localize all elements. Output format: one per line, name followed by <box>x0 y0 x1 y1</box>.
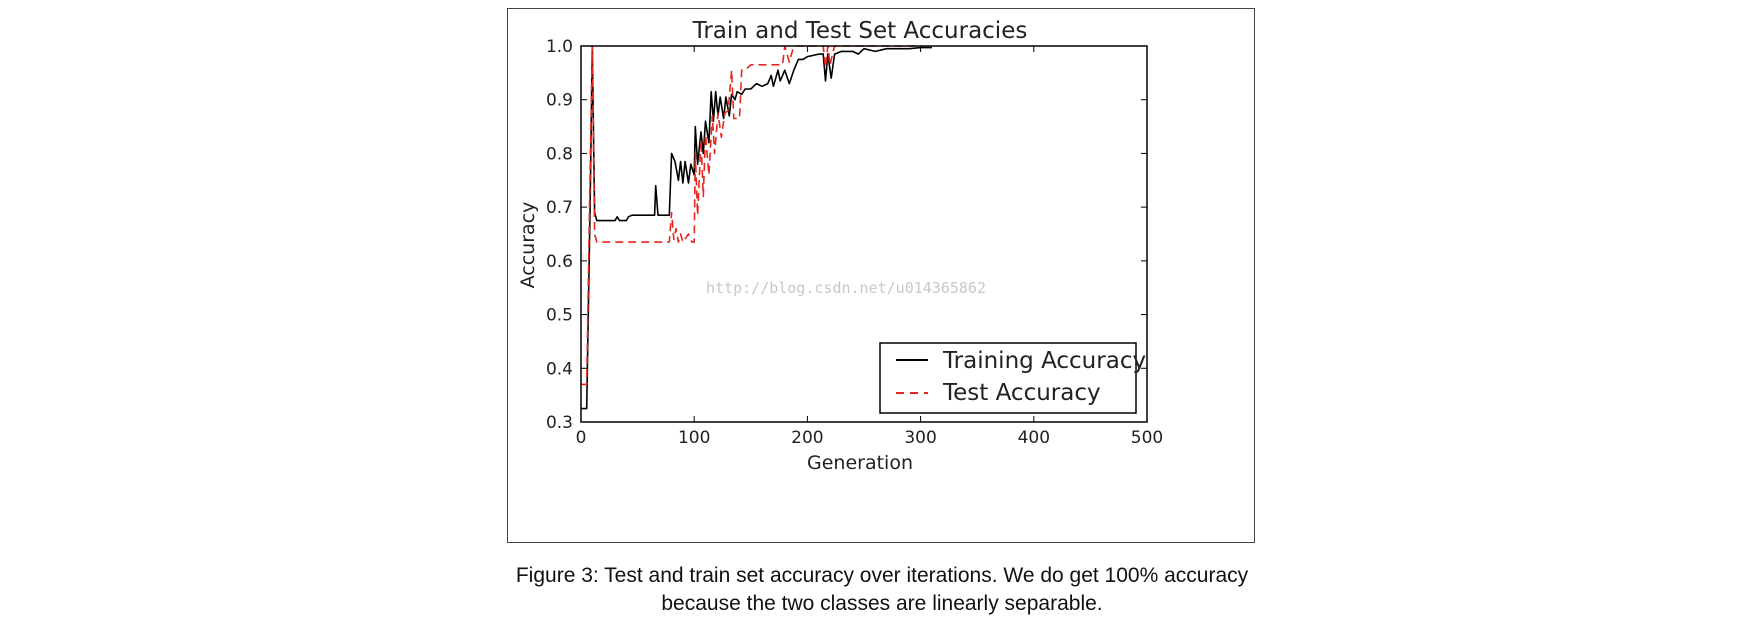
y-tick-label: 0.4 <box>546 359 573 379</box>
x-tick-label: 300 <box>904 428 936 448</box>
x-tick-label: 200 <box>791 428 823 448</box>
figure-caption: Figure 3: Test and train set accuracy ov… <box>0 562 1764 618</box>
plot-area-frame <box>580 45 1148 423</box>
y-tick-labels: 0.3 0.4 0.5 0.6 0.7 0.8 0.9 1.0 <box>546 37 573 433</box>
legend-label-training: Training Accuracy <box>942 348 1146 374</box>
legend-box <box>879 342 1137 414</box>
legend-label-test: Test Accuracy <box>942 380 1101 406</box>
y-tick-label: 1.0 <box>546 37 573 57</box>
legend: Training Accuracy Test Accuracy <box>879 342 1146 414</box>
caption-line-2: because the two classes are linearly sep… <box>661 592 1103 615</box>
y-axis-title: Accuracy <box>517 202 539 289</box>
x-tick-label: 400 <box>1018 428 1050 448</box>
x-tick-label: 500 <box>1131 428 1163 448</box>
x-tick-label: 100 <box>678 428 710 448</box>
x-tick-labels: 0 100 200 300 400 500 <box>576 428 1164 448</box>
y-tick-label: 0.6 <box>546 252 573 272</box>
y-tick-label: 0.9 <box>546 91 573 111</box>
watermark-text: http://blog.csdn.net/u014365862 <box>706 279 986 297</box>
y-tick-label: 0.3 <box>546 413 573 433</box>
chart-title: Train and Test Set Accuracies <box>692 18 1028 44</box>
y-tick-label: 0.5 <box>546 306 573 326</box>
figure-frame: Train and Test Set Accuracies 0.3 0.4 0.5 0… <box>507 8 1255 543</box>
x-tick-label: 0 <box>576 428 587 448</box>
series-line-training-accuracy <box>581 45 932 410</box>
y-tick-label: 0.7 <box>546 198 573 218</box>
y-tick-label: 0.8 <box>546 144 573 164</box>
caption-line-1: Figure 3: Test and train set accuracy ov… <box>515 564 1249 587</box>
line-chart: Train and Test Set Accuracies 0.30.40.50… <box>517 18 1164 474</box>
x-axis-title: Generation <box>807 452 913 474</box>
